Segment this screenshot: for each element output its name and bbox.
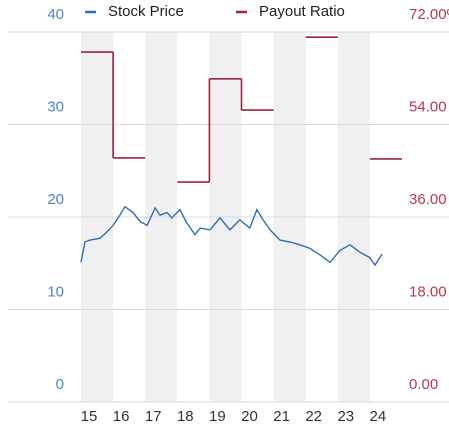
y2-tick-label: 18.00 [409,283,447,300]
y-tick-label: 10 [47,283,64,300]
y2-tick-label: 72.00% [409,6,449,23]
price-line [80,205,383,267]
x-tick-label: 20 [241,408,258,425]
marks [80,36,402,267]
y2-tick-label: 36.00 [409,191,447,208]
x-tick-label: 19 [209,408,226,425]
x-tick-label: 17 [145,408,162,425]
x-tick-label: 23 [337,408,354,425]
x-tick-label: 24 [370,408,387,425]
x-tick-label: 21 [273,408,290,425]
y-tick-label: 0 [56,376,64,393]
x-tick-label: 15 [81,408,98,425]
legend-label: Stock Price [108,3,184,20]
y2-tick-label: 54.00 [409,98,447,115]
labels: 15 16 17 18 19 20 21 22 23 24 0 10 20 30 40 0.00 18.00 36… [47,6,449,425]
x-tick-label: 18 [177,408,194,425]
y-tick-label: 30 [47,98,64,115]
legend-label: Payout Ratio [259,3,345,20]
y-tick-label: 40 [47,6,64,23]
x-tick-label: 16 [113,408,130,425]
y-tick-label: 20 [47,191,64,208]
y2-tick-label: 0.00 [409,376,438,393]
grid [8,31,449,403]
x-tick-label: 22 [305,408,322,425]
